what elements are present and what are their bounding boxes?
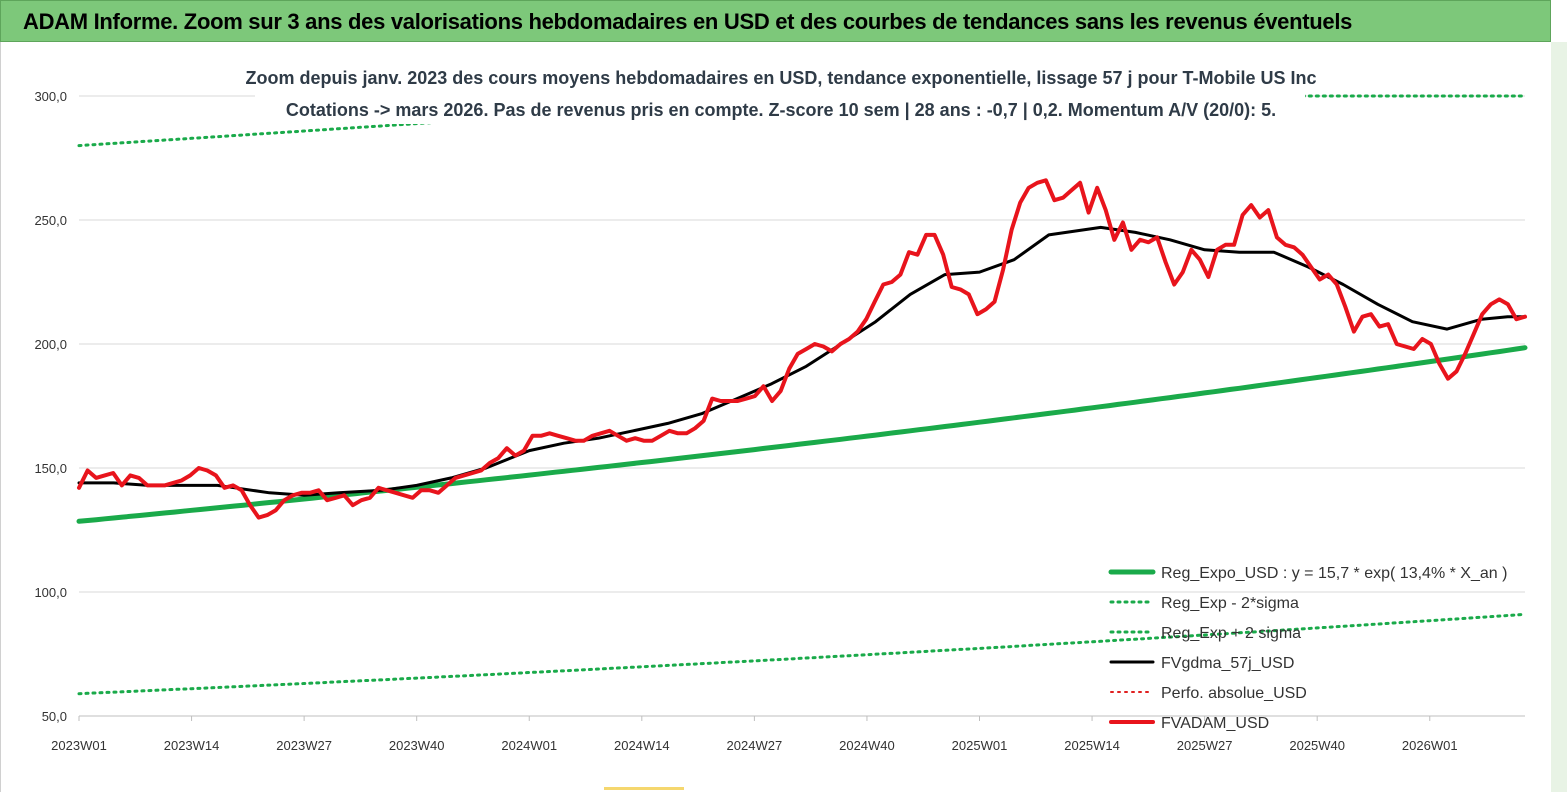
x-tick-label: 2024W40: [839, 738, 895, 753]
right-margin-top: [1551, 0, 1567, 42]
x-tick-label: 2025W01: [952, 738, 1008, 753]
x-tick-label: 2025W14: [1064, 738, 1120, 753]
x-tick-label: 2023W01: [51, 738, 107, 753]
x-axis: 2023W01 2023W14 2023W27 2023W40 2024W01 2024W…: [51, 715, 1525, 753]
report-title: ADAM Informe. Zoom sur 3 ans des valoris…: [23, 9, 1353, 34]
legend-entry: FVADAM_USD: [1161, 715, 1269, 732]
legend-entry: FVgdma_57j_USD: [1161, 655, 1294, 672]
series-line-fvgdma_57j_usd: [77, 225, 1527, 497]
y-axis: 50,0 100,0 150,0 200,0 250,0 300,0: [34, 89, 67, 724]
y-tick-label: 300,0: [34, 89, 67, 104]
bottom-edge-mark: [604, 787, 684, 790]
chart-legend: Reg_Expo_USD : y = 15,7 * exp( 13,4% * X…: [1108, 565, 1507, 732]
x-tick-label: 2023W14: [164, 738, 220, 753]
chart-title-line-1: Zoom depuis janv. 2023 des cours moyens …: [246, 68, 1317, 88]
legend-entry: Reg_Exp + 2 sigma: [1161, 625, 1301, 642]
series-line-fvadam_usd: [77, 178, 1527, 520]
x-tick-label: 2023W27: [276, 738, 332, 753]
report-banner: ADAM Informe. Zoom sur 3 ans des valoris…: [0, 0, 1551, 42]
x-tick-label: 2025W40: [1289, 738, 1345, 753]
y-tick-label: 50,0: [42, 709, 67, 724]
y-tick-label: 250,0: [34, 213, 67, 228]
series-line-reg_expo_usd: [76, 345, 1528, 524]
x-tick-label: 2024W14: [614, 738, 670, 753]
right-margin-strip: [1551, 42, 1567, 792]
legend-entry: Reg_Expo_USD : y = 15,7 * exp( 13,4% * X…: [1161, 565, 1507, 582]
y-tick-label: 150,0: [34, 461, 67, 476]
chart-area: 50,0 100,0 150,0 200,0 250,0 300,0 2023W01 202…: [0, 42, 1551, 792]
x-tick-label: 2024W27: [727, 738, 783, 753]
title-box: [255, 50, 1305, 124]
series-line-reg_exp: [77, 612, 1527, 696]
x-tick-label: 2023W40: [389, 738, 445, 753]
chart-title-line-2: Cotations -> mars 2026. Pas de revenus p…: [286, 100, 1276, 120]
legend-entry: Perfo. absolue_USD: [1161, 685, 1307, 702]
y-tick-label: 200,0: [34, 337, 67, 352]
legend-entry: Reg_Exp - 2*sigma: [1161, 595, 1299, 612]
x-tick-label: 2025W27: [1177, 738, 1233, 753]
series-layer: [76, 94, 1528, 696]
y-tick-label: 100,0: [34, 585, 67, 600]
x-tick-label: 2024W01: [501, 738, 557, 753]
grid-lines: [79, 95, 1525, 717]
x-tick-label: 2026W01: [1402, 738, 1458, 753]
